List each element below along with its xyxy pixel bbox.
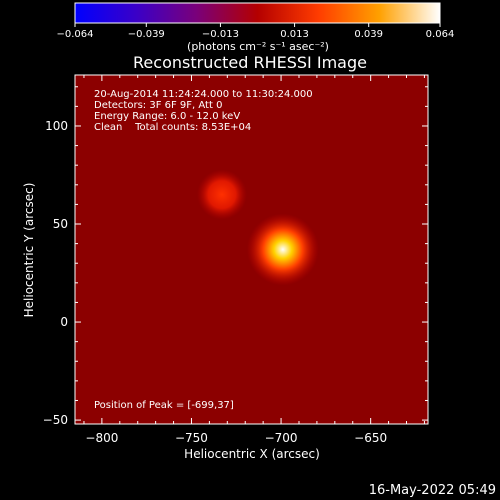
y-axis-ticks: −50 0 50 100 [43,86,428,427]
colorbar-tick-label: 0.039 [354,29,383,40]
colorbar-tick-label: 0.064 [426,29,455,40]
source-blob [246,213,319,286]
info-line: Clean Total counts: 8.53E+04 [94,122,251,133]
colorbar-tick-label: −0.064 [56,29,93,40]
colorbar-units: (photons cm⁻² s⁻¹ asec⁻²) [187,40,329,53]
footer-timestamp: 16-May-2022 05:49 [369,483,496,498]
x-axis-label: Heliocentric X (arcsec) [184,447,320,461]
info-line: 20-Aug-2014 11:24:24.000 to 11:30:24.000 [94,89,313,100]
x-tick-label: −800 [85,431,118,445]
plot-frame [74,74,429,425]
colorbar-tick-label: −0.013 [202,29,239,40]
sources-layer [196,169,319,286]
y-tick-label: 100 [45,119,68,133]
peak-position-label: Position of Peak = [-699,37] [94,400,234,411]
y-tick-label: −50 [43,413,68,427]
info-block: 20-Aug-2014 11:24:24.000 to 11:30:24.000… [94,89,313,133]
x-tick-label: −750 [175,431,208,445]
x-tick-label: −650 [354,431,387,445]
y-axis-label: Heliocentric Y (arcsec) [22,183,36,318]
info-line: Detectors: 3F 6F 9F, Att 0 [94,100,222,111]
chart-title: Reconstructed RHESSI Image [133,53,367,72]
info-line: Energy Range: 6.0 - 12.0 keV [94,111,240,122]
x-tick-label: −700 [265,431,298,445]
y-tick-label: 0 [60,315,68,329]
colorbar-tick-label: 0.013 [280,29,309,40]
colorbar-ticks: −0.064 −0.039 −0.013 0.013 0.039 0.064 [56,23,454,40]
x-axis-ticks: −800 −750 −700 −650 [83,75,425,445]
colorbar [74,2,441,24]
source-blob [196,169,247,220]
y-tick-label: 50 [53,217,68,231]
colorbar-tick-label: −0.039 [128,29,165,40]
